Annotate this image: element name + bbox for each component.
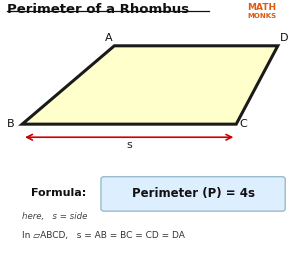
Text: Formula:: Formula: — [31, 188, 86, 198]
Text: here,   s = side: here, s = side — [22, 213, 88, 221]
Polygon shape — [22, 46, 278, 124]
Text: MATH: MATH — [247, 3, 276, 12]
Text: B: B — [7, 119, 14, 129]
Text: Perimeter of a Rhombus: Perimeter of a Rhombus — [7, 3, 190, 16]
Text: A: A — [105, 33, 112, 43]
Text: Perimeter (P) = 4s: Perimeter (P) = 4s — [132, 187, 255, 200]
FancyBboxPatch shape — [101, 177, 285, 211]
Text: D: D — [280, 33, 288, 43]
Text: C: C — [240, 119, 248, 129]
Text: MONKS: MONKS — [247, 13, 276, 19]
Text: In ▱ABCD,   s = AB = BC = CD = DA: In ▱ABCD, s = AB = BC = CD = DA — [22, 231, 185, 240]
Text: s: s — [126, 140, 132, 150]
